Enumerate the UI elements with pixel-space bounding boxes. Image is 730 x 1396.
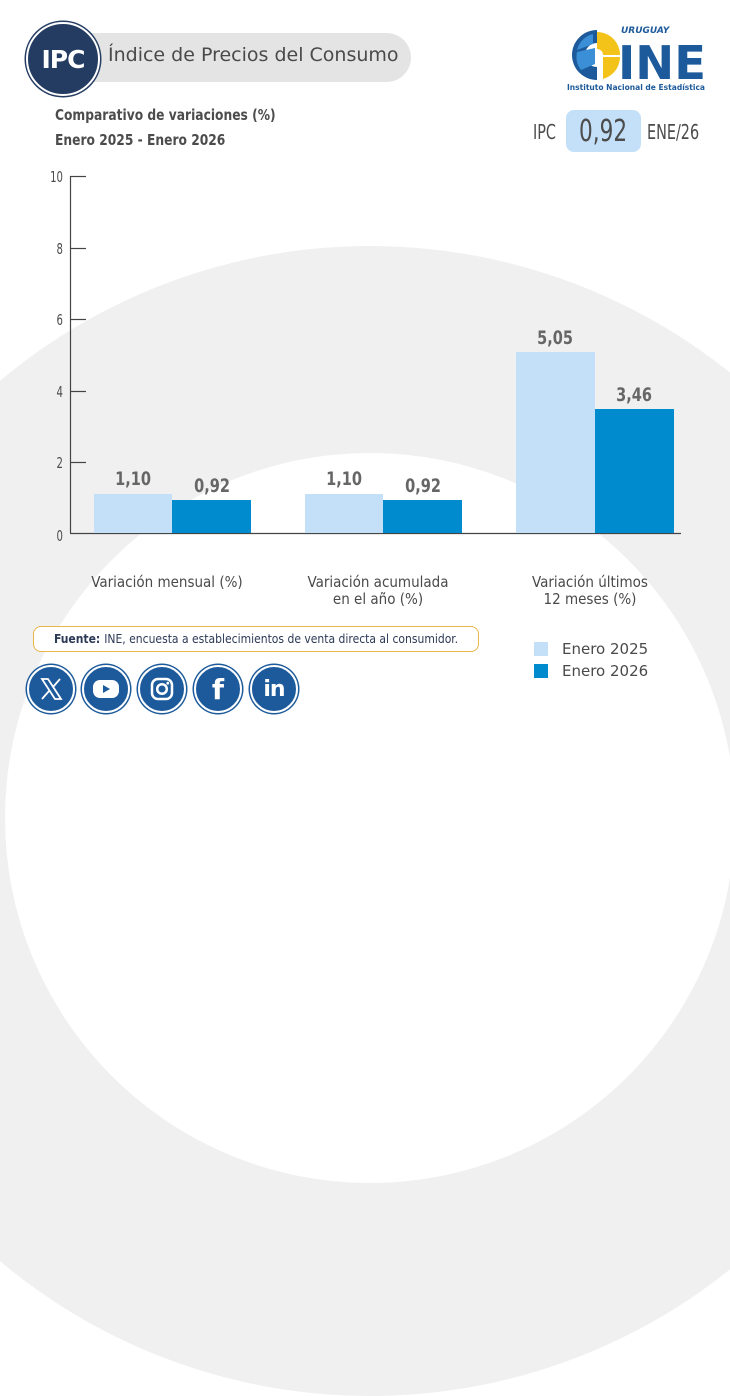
ine-globe-icon xyxy=(572,30,620,80)
chart-title: Comparativo de variaciones (%) xyxy=(55,106,276,124)
value-label: 1,10 xyxy=(326,468,362,490)
category-label-mensual: Variación mensual (%) xyxy=(91,573,243,591)
bar-12meses-2025 xyxy=(516,352,595,533)
ipc-badge-label: IPC xyxy=(41,44,86,74)
value-label: 3,46 xyxy=(616,384,652,406)
bar-12meses-2026 xyxy=(595,409,674,533)
logo-country: URUGUAY xyxy=(621,26,671,36)
x-icon[interactable] xyxy=(27,665,75,713)
highlight-value-box: 0,92 xyxy=(566,110,641,152)
source-text: INE, encuesta a establecimientos de vent… xyxy=(104,632,459,646)
legend-item-2025: Enero 2025 xyxy=(534,640,648,658)
youtube-icon[interactable] xyxy=(82,665,130,713)
ytick-10: 10 xyxy=(50,168,63,186)
chart-subtitle: Enero 2025 - Enero 2026 xyxy=(55,131,226,149)
value-label: 5,05 xyxy=(537,327,573,349)
bar-chart: 10 8 6 4 2 0 1,10 0,92 1,10 0,92 5,05 3,… xyxy=(50,168,681,608)
value-label: 1,10 xyxy=(115,468,151,490)
facebook-icon[interactable]: f xyxy=(194,665,242,713)
highlight-period: ENE/26 xyxy=(647,120,700,144)
header-pill xyxy=(40,33,411,82)
ytick-4: 4 xyxy=(56,383,63,401)
ytick-0: 0 xyxy=(56,527,63,545)
value-label: 0,92 xyxy=(194,475,230,497)
page-title: Índice de Precios del Consumo xyxy=(108,44,399,66)
ine-logo: URUGUAY INE Instituto Nacional de Estadí… xyxy=(567,26,706,92)
instagram-icon[interactable] xyxy=(138,665,186,713)
bar-mensual-2026 xyxy=(172,500,251,533)
logo-name: Instituto Nacional de Estadística xyxy=(567,83,705,92)
ytick-2: 2 xyxy=(56,454,63,472)
highlight-label: IPC xyxy=(533,120,556,144)
category-label-acumulada: Variación acumulada en el año (%) xyxy=(307,573,449,608)
highlight-value: 0,92 xyxy=(579,113,628,149)
legend-swatch xyxy=(534,642,548,656)
ipc-badge: IPC xyxy=(26,22,100,96)
bar-mensual-2025 xyxy=(94,494,172,533)
bar-acumulada-2025 xyxy=(305,494,383,533)
linkedin-icon[interactable]: in xyxy=(250,665,298,713)
ytick-6: 6 xyxy=(56,311,63,329)
legend-label: Enero 2026 xyxy=(562,662,649,680)
legend-swatch xyxy=(534,664,548,678)
value-label: 0,92 xyxy=(405,475,441,497)
bar-acumulada-2026 xyxy=(383,500,462,533)
source-label: Fuente: xyxy=(53,632,101,646)
ytick-8: 8 xyxy=(56,240,63,258)
logo-acronym: INE xyxy=(618,36,706,90)
legend-item-2026: Enero 2026 xyxy=(534,662,648,680)
source-note: Fuente: INE, encuesta a establecimientos… xyxy=(33,626,479,652)
category-label-12meses: Variación últimos 12 meses (%) xyxy=(532,573,648,608)
legend-label: Enero 2025 xyxy=(562,640,649,658)
chart-axes xyxy=(69,175,681,535)
